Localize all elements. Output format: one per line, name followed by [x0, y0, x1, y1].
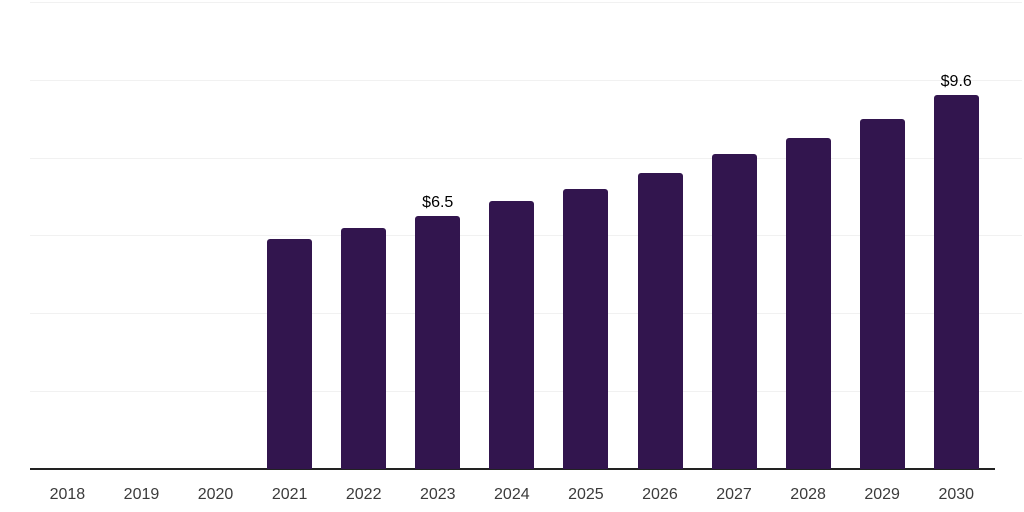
x-tick-2028: 2028 [790, 486, 826, 503]
x-tick-2026: 2026 [642, 486, 678, 503]
x-axis-line [30, 468, 995, 470]
data-label-2030: $9.6 [940, 73, 972, 91]
gridline-12 [30, 2, 1022, 3]
bar-2021 [267, 239, 313, 469]
bar-2027 [711, 153, 757, 469]
x-tick-2020: 2020 [197, 486, 234, 503]
x-tick-2019: 2019 [123, 486, 160, 503]
x-tick-2027: 2027 [716, 486, 752, 503]
gridline-10 [30, 80, 1022, 81]
bar-2024 [489, 200, 535, 469]
x-tick-2030: 2030 [938, 486, 975, 503]
data-label-2023: $6.5 [422, 194, 454, 211]
bar-2026 [637, 173, 683, 469]
bar-2025 [563, 188, 609, 469]
x-tick-2023: 2023 [419, 486, 456, 503]
bar-2029 [859, 118, 905, 469]
x-tick-2024: 2024 [494, 486, 530, 503]
bar-2030 [933, 95, 979, 469]
x-tick-2022: 2022 [345, 486, 382, 503]
bar-2023 [415, 216, 461, 469]
bar-2028 [785, 138, 831, 469]
x-tick-2018: 2018 [49, 486, 86, 503]
gridline-8 [30, 158, 1022, 159]
x-tick-2021: 2021 [271, 486, 308, 503]
x-tick-2025: 2025 [568, 486, 604, 503]
x-tick-2029: 2029 [864, 486, 900, 503]
bar-2022 [341, 227, 387, 469]
